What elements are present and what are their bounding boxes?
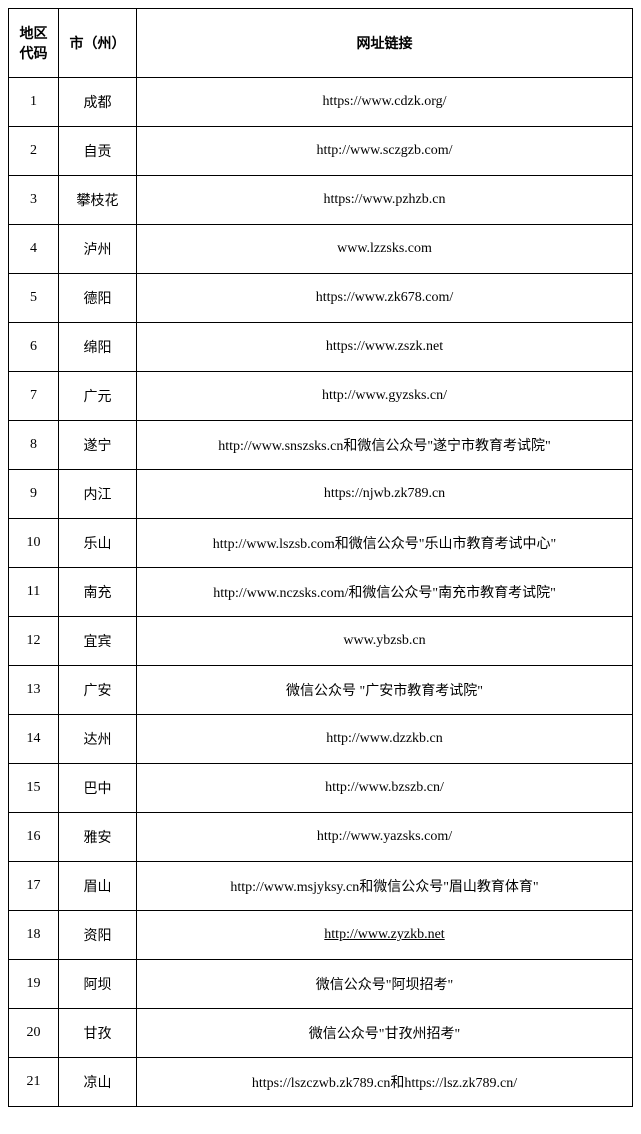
cell-url: http://www.msjyksy.cn和微信公众号"眉山教育体育" [137,862,633,911]
cell-city: 广元 [59,372,137,421]
table-row: 17眉山http://www.msjyksy.cn和微信公众号"眉山教育体育" [9,862,633,911]
cell-code: 17 [9,862,59,911]
cell-city: 德阳 [59,274,137,323]
cell-city: 遂宁 [59,421,137,470]
table-row: 3攀枝花https://www.pzhzb.cn [9,176,633,225]
table-row: 1成都https://www.cdzk.org/ [9,78,633,127]
cell-code: 3 [9,176,59,225]
cell-code: 16 [9,813,59,862]
cell-city: 雅安 [59,813,137,862]
cell-code: 14 [9,715,59,764]
cell-code: 1 [9,78,59,127]
table-row: 19阿坝微信公众号"阿坝招考" [9,960,633,1009]
cell-city: 甘孜 [59,1009,137,1058]
table-row: 21凉山https://lszczwb.zk789.cn和https://lsz… [9,1058,633,1107]
cell-code: 13 [9,666,59,715]
cell-url: https://www.cdzk.org/ [137,78,633,127]
table-row: 12宜宾www.ybzsb.cn [9,617,633,666]
cell-code: 21 [9,1058,59,1107]
table-row: 10乐山http://www.lszsb.com和微信公众号"乐山市教育考试中心… [9,519,633,568]
cell-url: http://www.yazsks.com/ [137,813,633,862]
cell-code: 7 [9,372,59,421]
cell-url: 微信公众号"阿坝招考" [137,960,633,1009]
cell-code: 11 [9,568,59,617]
cell-code: 19 [9,960,59,1009]
cell-city: 成都 [59,78,137,127]
cell-code: 2 [9,127,59,176]
cell-url: 微信公众号"甘孜州招考" [137,1009,633,1058]
cell-city: 自贡 [59,127,137,176]
cell-code: 4 [9,225,59,274]
cell-url: https://www.pzhzb.cn [137,176,633,225]
table-row: 5德阳https://www.zk678.com/ [9,274,633,323]
cell-url: 微信公众号 "广安市教育考试院" [137,666,633,715]
cell-code: 15 [9,764,59,813]
cell-city: 攀枝花 [59,176,137,225]
cell-url: http://www.zyzkb.net [137,911,633,960]
cell-code: 6 [9,323,59,372]
table-row: 7广元http://www.gyzsks.cn/ [9,372,633,421]
table-row: 9内江https://njwb.zk789.cn [9,470,633,519]
cell-city: 南充 [59,568,137,617]
cell-city: 眉山 [59,862,137,911]
table-row: 8遂宁http://www.snszsks.cn和微信公众号"遂宁市教育考试院" [9,421,633,470]
table-header-row: 地区代码 市（州） 网址链接 [9,9,633,78]
table-row: 6绵阳https://www.zszk.net [9,323,633,372]
header-city: 市（州） [59,9,137,78]
table-row: 11南充http://www.nczsks.com/和微信公众号"南充市教育考试… [9,568,633,617]
cell-url: www.lzzsks.com [137,225,633,274]
cell-code: 5 [9,274,59,323]
header-code: 地区代码 [9,9,59,78]
table-row: 2自贡http://www.sczgzb.com/ [9,127,633,176]
cell-url: https://njwb.zk789.cn [137,470,633,519]
cell-code: 18 [9,911,59,960]
table-row: 4泸州www.lzzsks.com [9,225,633,274]
cell-city: 凉山 [59,1058,137,1107]
cell-city: 达州 [59,715,137,764]
cell-code: 12 [9,617,59,666]
cell-city: 广安 [59,666,137,715]
cell-city: 宜宾 [59,617,137,666]
cell-url: http://www.dzzkb.cn [137,715,633,764]
cell-code: 10 [9,519,59,568]
region-url-table: 地区代码 市（州） 网址链接 1成都https://www.cdzk.org/2… [8,8,633,1107]
table-row: 20甘孜微信公众号"甘孜州招考" [9,1009,633,1058]
cell-url: http://www.bzszb.cn/ [137,764,633,813]
cell-city: 泸州 [59,225,137,274]
cell-url: http://www.lszsb.com和微信公众号"乐山市教育考试中心" [137,519,633,568]
cell-code: 9 [9,470,59,519]
cell-url: http://www.sczgzb.com/ [137,127,633,176]
cell-code: 20 [9,1009,59,1058]
cell-url: https://www.zk678.com/ [137,274,633,323]
cell-url: www.ybzsb.cn [137,617,633,666]
cell-city: 阿坝 [59,960,137,1009]
cell-code: 8 [9,421,59,470]
cell-city: 内江 [59,470,137,519]
cell-url: http://www.nczsks.com/和微信公众号"南充市教育考试院" [137,568,633,617]
cell-city: 绵阳 [59,323,137,372]
table-row: 15巴中http://www.bzszb.cn/ [9,764,633,813]
cell-city: 资阳 [59,911,137,960]
header-url: 网址链接 [137,9,633,78]
table-row: 16雅安http://www.yazsks.com/ [9,813,633,862]
cell-url: http://www.snszsks.cn和微信公众号"遂宁市教育考试院" [137,421,633,470]
cell-city: 乐山 [59,519,137,568]
cell-url: https://www.zszk.net [137,323,633,372]
table-row: 18资阳http://www.zyzkb.net [9,911,633,960]
cell-url: https://lszczwb.zk789.cn和https://lsz.zk7… [137,1058,633,1107]
cell-url: http://www.gyzsks.cn/ [137,372,633,421]
cell-city: 巴中 [59,764,137,813]
table-row: 14达州http://www.dzzkb.cn [9,715,633,764]
table-row: 13广安微信公众号 "广安市教育考试院" [9,666,633,715]
